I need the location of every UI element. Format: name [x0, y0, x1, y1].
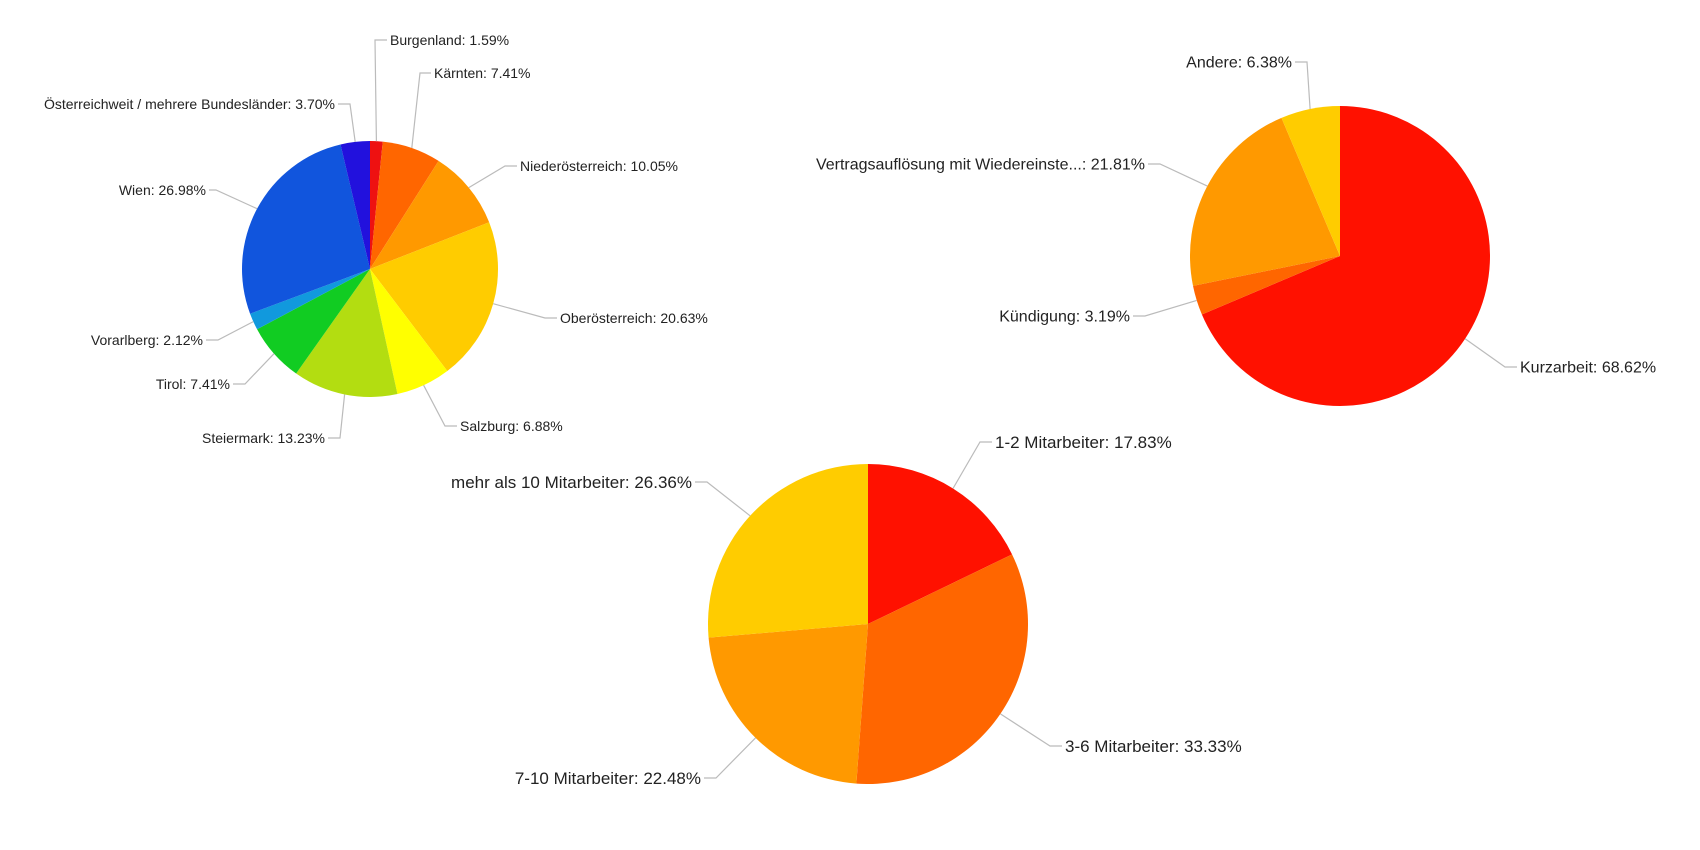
leader-line	[328, 394, 346, 439]
pie-slice	[856, 554, 1029, 785]
leader-line	[206, 321, 254, 341]
pie-slice	[1193, 256, 1340, 315]
slice-label: Kärnten: 7.41%	[434, 65, 531, 81]
pie-slice	[708, 624, 868, 784]
pie-slice	[1189, 117, 1340, 286]
pie-slice	[868, 464, 1013, 624]
pie-slice	[370, 160, 490, 269]
leader-line	[952, 441, 992, 489]
slice-label: Oberösterreich: 20.63%	[560, 310, 708, 326]
leader-line	[468, 165, 517, 189]
pie-slice	[340, 141, 370, 269]
pie-slice	[370, 141, 439, 269]
slice-label: Vertragsauflösung mit Wiedereinste...: 2…	[816, 157, 1145, 174]
slice-label: Kurzarbeit: 68.62%	[1520, 360, 1656, 377]
pie-slice	[296, 269, 398, 397]
slice-label: Vorarlberg: 2.12%	[91, 332, 203, 348]
leader-line	[374, 39, 387, 142]
leader-line	[233, 353, 275, 385]
leader-line	[411, 72, 431, 149]
leader-line	[1295, 61, 1311, 110]
pie-slice	[370, 141, 383, 269]
slice-label: Salzburg: 6.88%	[460, 418, 563, 434]
slice-label: Burgenland: 1.59%	[390, 32, 509, 48]
leader-line	[704, 737, 757, 779]
leader-line	[1133, 299, 1197, 317]
leader-line	[1464, 338, 1517, 368]
slice-label: Steiermark: 13.23%	[202, 430, 325, 446]
slice-label: Kündigung: 3.19%	[999, 309, 1130, 326]
leader-line	[338, 103, 356, 142]
leader-line	[493, 303, 557, 319]
pie-chart-3: 1-2 Mitarbeiter: 17.83% 3-6 Mitarbeiter: …	[451, 433, 1242, 788]
slice-label: Niederösterreich: 10.05%	[520, 158, 678, 174]
slice-label: Österreichweit / mehrere Bundesländer: 3…	[44, 95, 335, 112]
pie-slice	[1201, 106, 1490, 406]
slice-label: Tirol: 7.41%	[156, 376, 230, 392]
leader-line	[209, 189, 258, 210]
pie-slice	[257, 269, 370, 374]
leader-line	[423, 384, 457, 427]
pie-chart-2: Kurzarbeit: 68.62% Kündigung: 3.19% Vertra…	[816, 55, 1656, 406]
leader-line	[1148, 163, 1208, 187]
pie-chart-1: Burgenland: 1.59% Kärnten: 7.41% Niederöst…	[44, 32, 708, 446]
slice-label: 3-6 Mitarbeiter: 33.33%	[1065, 737, 1242, 756]
pie-slice	[370, 222, 499, 372]
slice-label: Wien: 26.98%	[119, 182, 206, 198]
slice-label: Andere: 6.38%	[1186, 55, 1292, 72]
pie-slice	[242, 144, 370, 314]
slice-label: 7-10 Mitarbeiter: 22.48%	[515, 769, 701, 788]
pie-slice	[250, 269, 370, 330]
pie-slice	[370, 269, 448, 395]
pie-slice	[707, 464, 868, 638]
leader-line	[1000, 713, 1062, 747]
slice-label: mehr als 10 Mitarbeiter: 26.36%	[451, 473, 692, 492]
leader-line	[695, 481, 751, 517]
pie-slice	[1281, 106, 1340, 256]
slice-label: 1-2 Mitarbeiter: 17.83%	[995, 433, 1172, 452]
